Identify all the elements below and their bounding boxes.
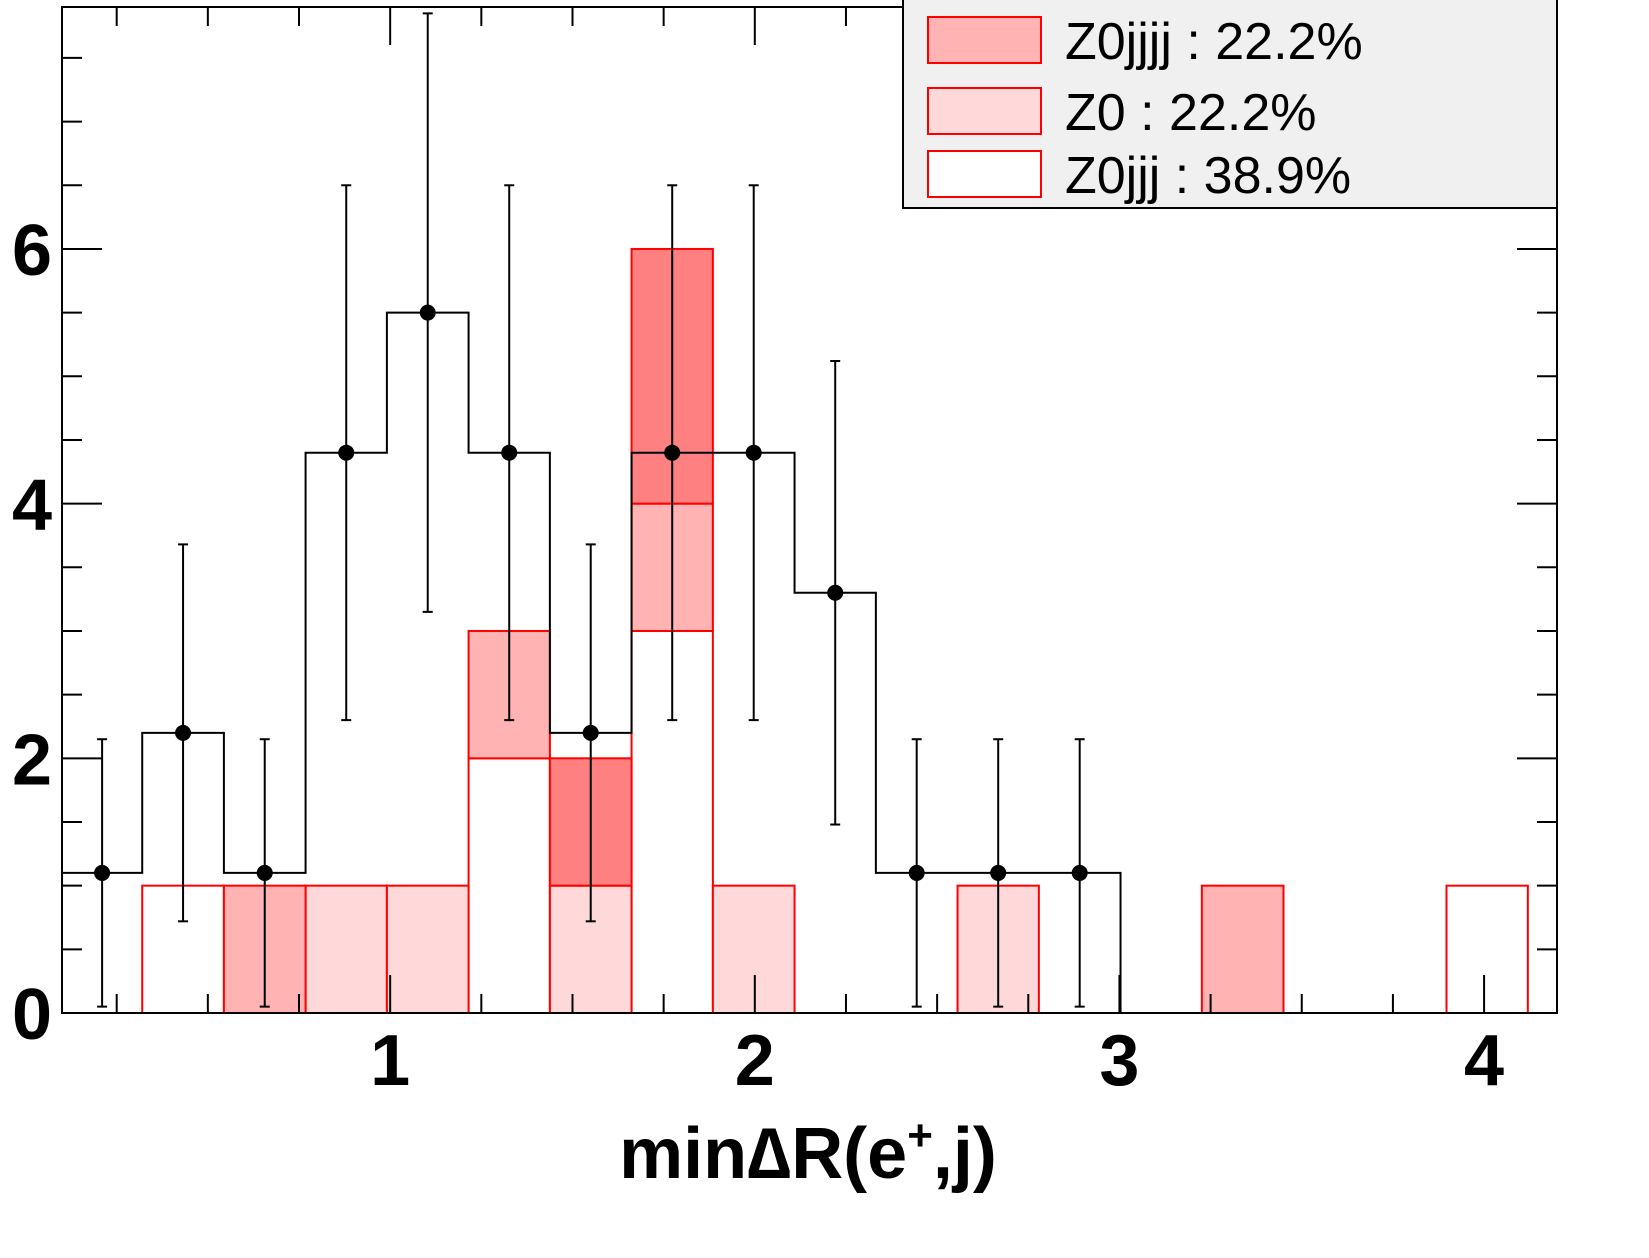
data-point	[94, 864, 111, 881]
legend-entries: Z0jjjj : 22.2% Z0 : 22.2%Z0jjj : 38.9%	[927, 13, 1363, 205]
x-axis-title-suffix: ,j)	[933, 1114, 997, 1194]
legend: Z0jjjj : 22.2% Z0 : 22.2%Z0jjj : 38.9%	[902, 0, 1558, 209]
data-point	[990, 864, 1007, 881]
stacked-mc-histogram	[62, 247, 1529, 1015]
x-tick-label: 3	[1099, 1021, 1139, 1101]
legend-swatch	[927, 87, 1042, 135]
y-tick-label: 0	[12, 975, 52, 1055]
axis-ticks	[62, 7, 1557, 1014]
data-point	[664, 444, 681, 461]
stack-bar	[467, 757, 551, 1015]
data-point	[419, 304, 436, 321]
data-points	[94, 12, 1088, 1008]
x-axis-title: min∆R(e+,j)	[619, 1111, 997, 1194]
data-point	[175, 724, 192, 741]
x-axis-title-superscript: +	[907, 1111, 933, 1160]
y-tick-label: 4	[12, 466, 52, 546]
axis-tick-labels: 1 2 3 4 0 2 4 6	[12, 211, 1504, 1101]
x-axis-title-prefix: min	[619, 1114, 747, 1194]
data-point	[1071, 864, 1088, 881]
data-point	[745, 444, 762, 461]
stack-bar	[1445, 884, 1529, 1014]
legend-swatch	[927, 150, 1042, 198]
plot-frame	[61, 6, 1558, 1014]
stack-bar	[385, 884, 470, 1014]
legend-label: Z0 : 22.2%	[1065, 84, 1316, 142]
data-point	[827, 584, 844, 601]
x-axis-title-main: R(e	[791, 1114, 907, 1194]
stack-bar	[1200, 884, 1285, 1014]
x-tick-label: 4	[1464, 1021, 1504, 1101]
x-axis-title-symbol: ∆	[747, 1114, 791, 1194]
data-point	[908, 864, 925, 881]
legend-label: Z0jjjj : 22.2%	[1065, 13, 1363, 71]
x-tick-label: 2	[735, 1021, 775, 1101]
legend-label: Z0jjj : 38.9%	[1065, 147, 1351, 205]
y-tick-label: 6	[12, 211, 52, 291]
data-point	[256, 864, 273, 881]
y-tick-label: 2	[12, 720, 52, 800]
stack-bar	[711, 884, 796, 1014]
data-point	[582, 724, 599, 741]
data-point	[501, 444, 518, 461]
data-point	[338, 444, 355, 461]
legend-swatch	[927, 16, 1042, 64]
stack-bar	[304, 884, 388, 1014]
x-tick-label: 1	[370, 1021, 410, 1101]
